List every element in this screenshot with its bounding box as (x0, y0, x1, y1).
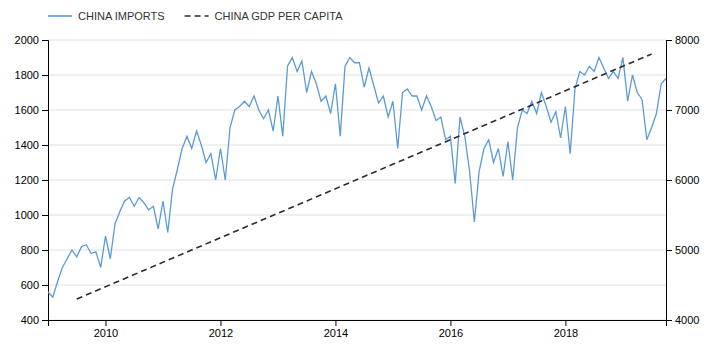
tick: 1600 (15, 104, 48, 116)
tick-mark (42, 145, 48, 146)
tick-label: 1200 (15, 174, 39, 186)
x-axis: 2010 2012 2014 2016 2018 (49, 320, 667, 339)
tick-label: 4000 (675, 314, 699, 326)
tick-mark (666, 40, 672, 41)
tick-mark (666, 320, 672, 321)
legend-label: CHINA GDP PER CAPITA (215, 10, 344, 22)
grid-line (48, 75, 666, 76)
tick-label: 600 (21, 279, 39, 291)
tick-mark (335, 320, 336, 326)
tick-mark (220, 320, 221, 326)
tick-mark (666, 250, 672, 251)
tick: 7000 (666, 104, 699, 116)
tick: 6000 (666, 174, 699, 186)
tick-label: 2016 (439, 327, 463, 339)
tick-mark (105, 320, 106, 326)
tick: 2018 (554, 320, 578, 339)
tick: 1000 (15, 209, 48, 221)
tick-label: 5000 (675, 244, 699, 256)
tick-label: 2010 (94, 327, 118, 339)
tick: 2012 (209, 320, 233, 339)
tick: 4000 (666, 314, 699, 326)
tick: 1400 (15, 139, 48, 151)
tick-label: 400 (21, 314, 39, 326)
tick-label: 1600 (15, 104, 39, 116)
tick: 2010 (94, 320, 118, 339)
legend-label: CHINA IMPORTS (78, 10, 165, 22)
legend-item: CHINA GDP PER CAPITA (185, 10, 344, 22)
tick-mark (42, 110, 48, 111)
tick: 8000 (666, 34, 699, 46)
grid (48, 40, 666, 320)
legend: CHINA IMPORTS CHINA GDP PER CAPITA (48, 10, 343, 22)
legend-item: CHINA IMPORTS (48, 10, 165, 22)
legend-swatch (185, 15, 209, 17)
tick: 400 (21, 314, 48, 326)
tick-label: 2018 (554, 327, 578, 339)
tick-label: 1000 (15, 209, 39, 221)
tick: 2016 (439, 320, 463, 339)
tick-label: 1800 (15, 69, 39, 81)
tick-mark (42, 75, 48, 76)
series-group (48, 54, 666, 299)
tick-label: 8000 (675, 34, 699, 46)
tick-mark (450, 320, 451, 326)
tick: 5000 (666, 244, 699, 256)
tick-label: 6000 (675, 174, 699, 186)
tick: 2000 (15, 34, 48, 46)
series-line (77, 54, 652, 299)
tick-label: 1400 (15, 139, 39, 151)
tick: 2014 (324, 320, 348, 339)
tick-label: 2000 (15, 34, 39, 46)
tick: 1200 (15, 174, 48, 186)
tick: 600 (21, 279, 48, 291)
tick: 800 (21, 244, 48, 256)
tick-mark (42, 285, 48, 286)
tick-mark (565, 320, 566, 326)
axis-line (42, 41, 49, 321)
axis-line (667, 41, 673, 321)
tick-mark (666, 110, 672, 111)
series-line (48, 58, 666, 298)
y-axis: 400 600 800 1000 1200 1400 1600 1800 2000 (15, 34, 49, 326)
tick-mark (666, 180, 672, 181)
y2-axis: 4000 5000 6000 7000 8000 (666, 34, 699, 326)
legend-swatch (48, 15, 72, 17)
plot-area: 2010 2012 2014 2016 2018 400 600 800 1000 1200 140… (15, 34, 700, 339)
grid-line (48, 285, 666, 286)
tick-label: 2012 (209, 327, 233, 339)
chart: 2010 2012 2014 2016 2018 400 600 800 1000 1200 140… (0, 0, 718, 350)
tick-mark (42, 40, 48, 41)
tick-mark (42, 180, 48, 181)
tick-label: 800 (21, 244, 39, 256)
tick-label: 2014 (324, 327, 348, 339)
grid-line (48, 250, 666, 251)
grid-line (48, 40, 666, 41)
tick-label: 7000 (675, 104, 699, 116)
grid-line (48, 145, 666, 146)
tick-mark (42, 215, 48, 216)
grid-line (48, 215, 666, 216)
tick-mark (42, 320, 48, 321)
tick: 1800 (15, 69, 48, 81)
tick-mark (42, 250, 48, 251)
axis-line (49, 321, 667, 327)
